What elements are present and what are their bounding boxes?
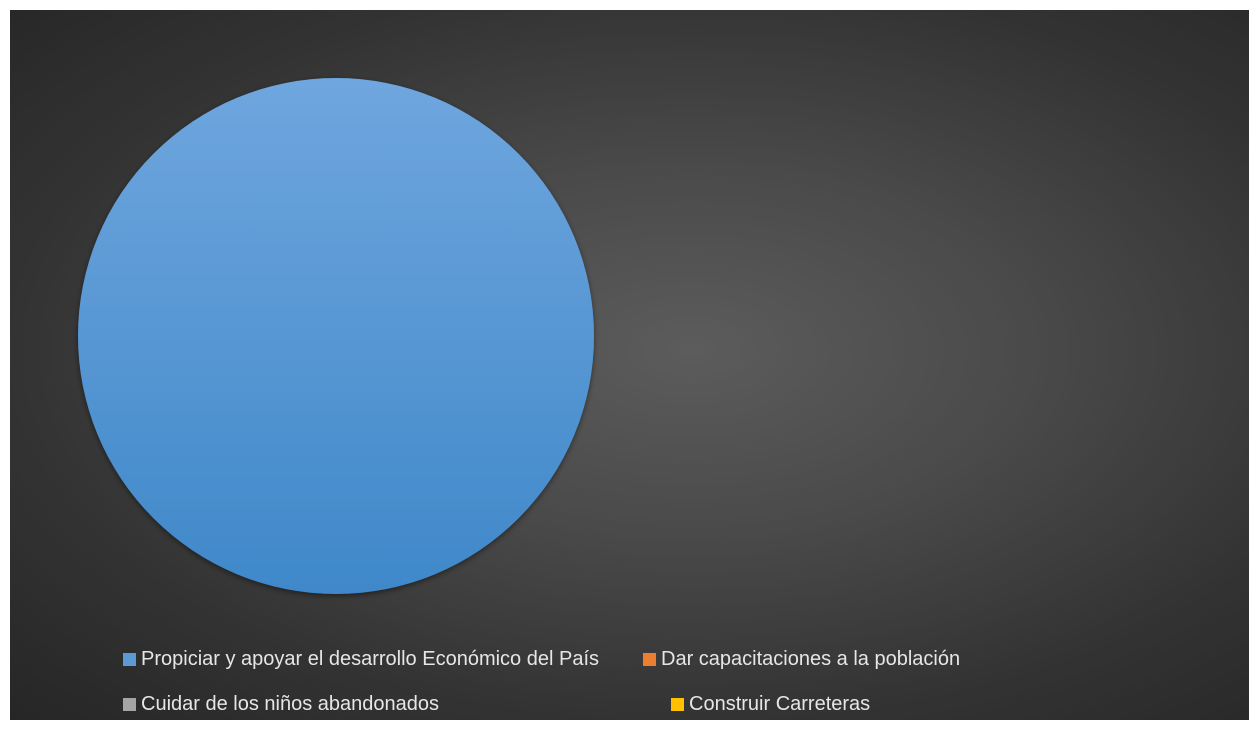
chart-area: Propiciar y apoyar el desarrollo Económi… — [10, 10, 1249, 720]
pie-chart — [78, 78, 594, 594]
pie-slice-desarrollo-economico — [78, 78, 594, 594]
